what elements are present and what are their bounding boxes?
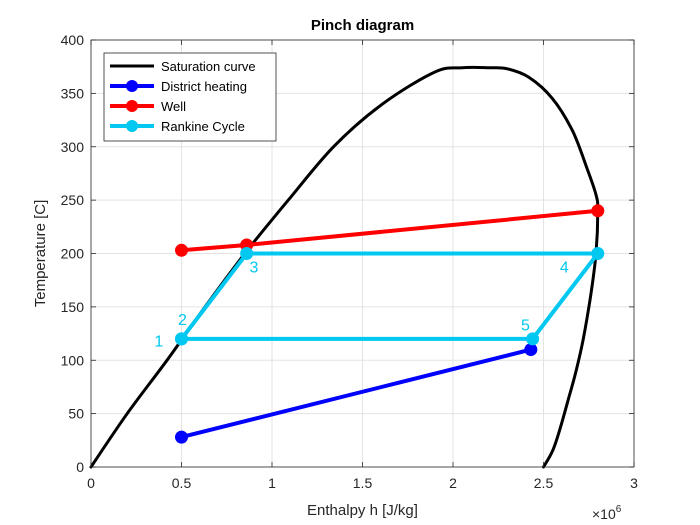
y-tick-label: 100 — [61, 352, 85, 368]
series-rankine-cycle — [175, 247, 605, 346]
y-tick-label: 400 — [61, 32, 85, 48]
y-tick-label: 250 — [61, 192, 85, 208]
data-point — [524, 343, 538, 357]
axis-ticks: 0 0.5 1 1.5 2 2.5 3 0 50 100 150 200 250 300 350 400 — [61, 32, 638, 491]
legend-entry: Well — [110, 99, 186, 114]
point-labels: 12 3 4 5 — [154, 260, 568, 351]
y-axis-label: Temperature [C] — [32, 200, 49, 308]
series-well — [175, 204, 605, 257]
legend-marker — [126, 100, 138, 112]
data-point — [175, 332, 188, 346]
series-line — [179, 347, 533, 440]
y-tick-label: 300 — [61, 139, 85, 155]
legend-label: District heating — [161, 79, 247, 94]
y-tick-label: 200 — [61, 246, 85, 262]
data-point — [175, 243, 188, 257]
y-tick-label: 50 — [68, 406, 84, 422]
point-label-4: 4 — [560, 260, 569, 277]
data-point — [240, 247, 254, 260]
legend-marker — [126, 120, 138, 132]
x-exponent-power: 6 — [616, 504, 622, 515]
x-tick-label: 3 — [630, 475, 638, 491]
data-point — [591, 204, 605, 218]
data-point — [526, 332, 540, 346]
y-tick-label: 350 — [61, 85, 85, 101]
x-axis-exponent: ×106 — [592, 504, 622, 522]
x-exponent-base: ×10 — [592, 506, 616, 522]
point-label-3: 3 — [249, 260, 258, 277]
legend-label: Saturation curve — [161, 59, 256, 74]
legend-entry: District heating — [110, 79, 247, 94]
point-label-2: 2 — [178, 312, 187, 329]
legend-entry: Rankine Cycle — [110, 119, 245, 134]
x-tick-label: 1.5 — [353, 475, 373, 491]
data-point — [175, 430, 188, 444]
x-tick-label: 0 — [87, 475, 95, 491]
series-layer — [89, 65, 605, 469]
x-axis-label: Enthalpy h [J/kg] — [307, 502, 418, 519]
x-tick-label: 2.5 — [534, 475, 554, 491]
legend: Saturation curve District heating Well Rank… — [103, 52, 277, 142]
legend-entry: Saturation curve — [110, 59, 256, 74]
x-tick-label: 1 — [268, 475, 276, 491]
x-tick-label: 2 — [449, 475, 457, 491]
legend-label: Rankine Cycle — [161, 119, 245, 134]
point-label-5: 5 — [521, 317, 530, 334]
x-tick-label: 0.5 — [172, 475, 192, 491]
data-point — [591, 247, 605, 260]
legend-label: Well — [161, 99, 186, 114]
y-tick-label: 0 — [76, 459, 84, 475]
series-district-heating — [175, 343, 538, 444]
chart-title: Pinch diagram — [311, 17, 414, 34]
point-label-1: 1 — [154, 333, 163, 350]
legend-marker — [126, 80, 138, 92]
y-tick-label: 150 — [61, 299, 85, 315]
